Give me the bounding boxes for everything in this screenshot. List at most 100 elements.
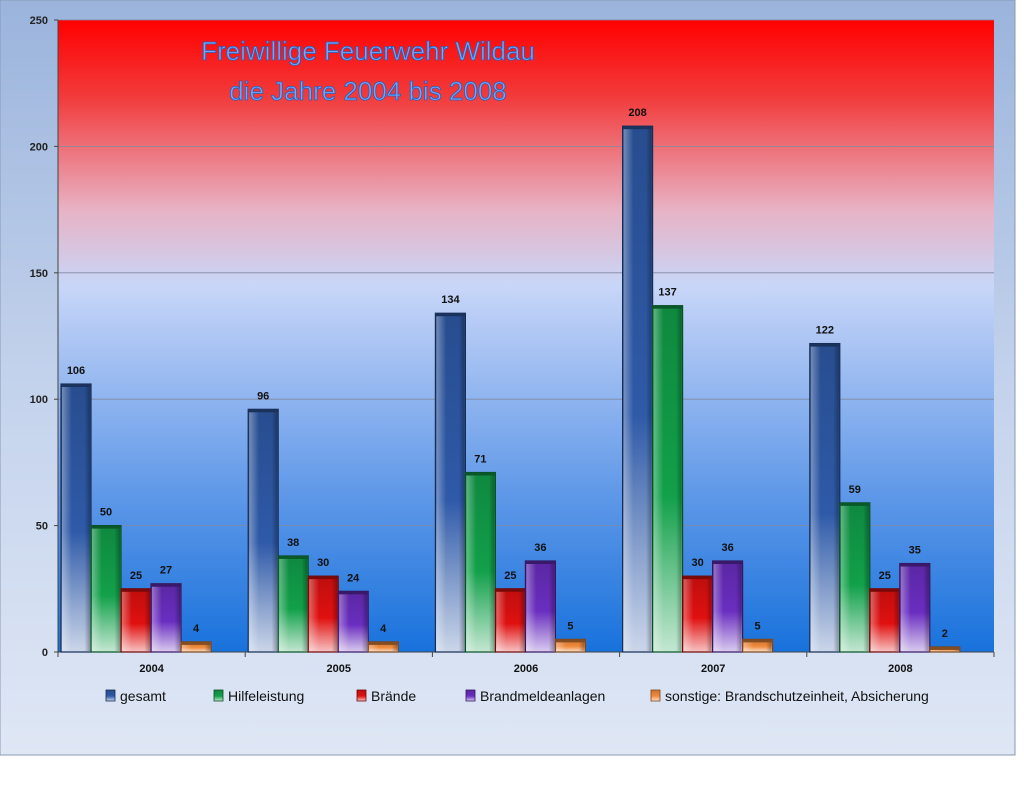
y-tick-label: 150 — [30, 268, 48, 280]
bar-highlight — [683, 577, 712, 651]
bar-cap — [278, 555, 309, 559]
data-label: 30 — [691, 557, 703, 569]
bar-highlight — [92, 526, 120, 651]
data-label: 4 — [380, 623, 387, 635]
bar-cap — [151, 583, 181, 587]
bar-highlight — [466, 473, 495, 651]
bar-highlight — [526, 561, 555, 651]
x-tick-label: 2008 — [888, 663, 912, 675]
x-tick-label: 2004 — [139, 663, 164, 675]
bar-highlight — [62, 385, 90, 651]
bar-cap — [869, 588, 900, 592]
data-label: 25 — [504, 570, 516, 582]
bar-highlight — [840, 503, 869, 651]
data-label: 50 — [100, 507, 112, 519]
axes: 0 50 100 150 200 250 2004 2005 2006 2007 2008 — [30, 15, 995, 675]
bar-highlight — [249, 410, 278, 651]
bars — [60, 125, 961, 653]
bar-cap — [465, 472, 496, 476]
bar-cap — [809, 343, 840, 347]
bar-highlight — [152, 584, 180, 651]
bar-cap — [555, 639, 586, 643]
bar-highlight — [653, 306, 682, 651]
legend-swatch — [213, 689, 224, 702]
data-label: 36 — [534, 542, 546, 554]
data-label: 5 — [567, 620, 573, 632]
bar-cap — [839, 502, 870, 506]
bar-cap — [368, 641, 399, 645]
x-tick-label: 2006 — [514, 663, 538, 675]
data-label: 96 — [257, 390, 269, 402]
bar-cap — [525, 560, 556, 564]
legend-swatch — [650, 689, 661, 702]
legend-label: sonstige: Brandschutzeinheit, Absicherun… — [665, 688, 929, 704]
legend: gesamt Hilfeleistung Brände Brandmeldeanlag… — [105, 688, 929, 704]
bar-cap — [495, 588, 526, 592]
y-tick-label: 250 — [30, 15, 48, 27]
bar-highlight — [309, 577, 338, 651]
bar-cap — [91, 525, 121, 529]
chart-subtitle: die Jahre 2004 bis 2008 — [229, 76, 507, 106]
bar-highlight — [496, 589, 525, 651]
legend-swatch — [105, 689, 116, 702]
bar-highlight — [870, 589, 899, 651]
data-label: 38 — [287, 537, 299, 549]
bar-highlight — [369, 642, 398, 651]
chart-title-group: Freiwillige Feuerwehr Wildau die Jahre 2… — [201, 36, 536, 107]
bar-highlight — [436, 314, 465, 651]
bar-cap — [682, 576, 713, 580]
data-label: 134 — [441, 294, 460, 306]
y-tick-label: 50 — [36, 521, 48, 533]
bar-cap — [248, 409, 279, 413]
x-tick-label: 2005 — [327, 663, 351, 675]
bar-highlight — [556, 640, 585, 651]
data-label: 35 — [909, 545, 921, 557]
bar-cap — [61, 384, 91, 388]
data-label: 25 — [130, 570, 142, 582]
legend-label: Brände — [371, 688, 416, 704]
data-label: 27 — [160, 565, 172, 577]
bar-highlight — [623, 127, 652, 651]
bar-cap — [712, 560, 743, 564]
bar-highlight — [122, 589, 150, 651]
bar-cap — [929, 646, 960, 650]
data-label: 208 — [628, 107, 646, 119]
bar-cap — [622, 126, 653, 130]
legend-label: gesamt — [120, 688, 166, 704]
bar-highlight — [713, 561, 742, 651]
y-tick-label: 200 — [30, 141, 48, 153]
data-label: 59 — [849, 484, 861, 496]
bar-highlight — [182, 642, 210, 651]
data-label: 71 — [474, 454, 486, 466]
bar-cap — [899, 563, 930, 567]
chart-title: Freiwillige Feuerwehr Wildau — [201, 36, 535, 66]
bar-highlight — [279, 556, 308, 651]
data-label: 30 — [317, 557, 329, 569]
data-label: 122 — [816, 325, 834, 337]
bar-cap — [338, 591, 369, 595]
legend-label: Brandmeldeanlagen — [480, 688, 605, 704]
y-tick-label: 100 — [30, 394, 48, 406]
data-label: 106 — [67, 365, 85, 377]
data-label: 36 — [721, 542, 733, 554]
bar-highlight — [743, 640, 772, 651]
bar-cap — [435, 313, 466, 317]
y-tick-label: 0 — [42, 647, 48, 659]
bar-highlight — [810, 344, 839, 651]
data-label: 137 — [658, 287, 676, 299]
bar-cap — [742, 639, 773, 643]
legend-label: Hilfeleistung — [228, 688, 304, 704]
legend-swatch — [356, 689, 367, 702]
legend-swatch — [465, 689, 476, 702]
x-tick-label: 2007 — [701, 663, 725, 675]
data-label: 25 — [879, 570, 891, 582]
bar-highlight — [900, 564, 929, 651]
data-label: 5 — [755, 620, 761, 632]
bar-cap — [121, 588, 151, 592]
bar-cap — [308, 576, 339, 580]
data-label: 24 — [347, 572, 360, 584]
bar-highlight — [339, 592, 368, 651]
